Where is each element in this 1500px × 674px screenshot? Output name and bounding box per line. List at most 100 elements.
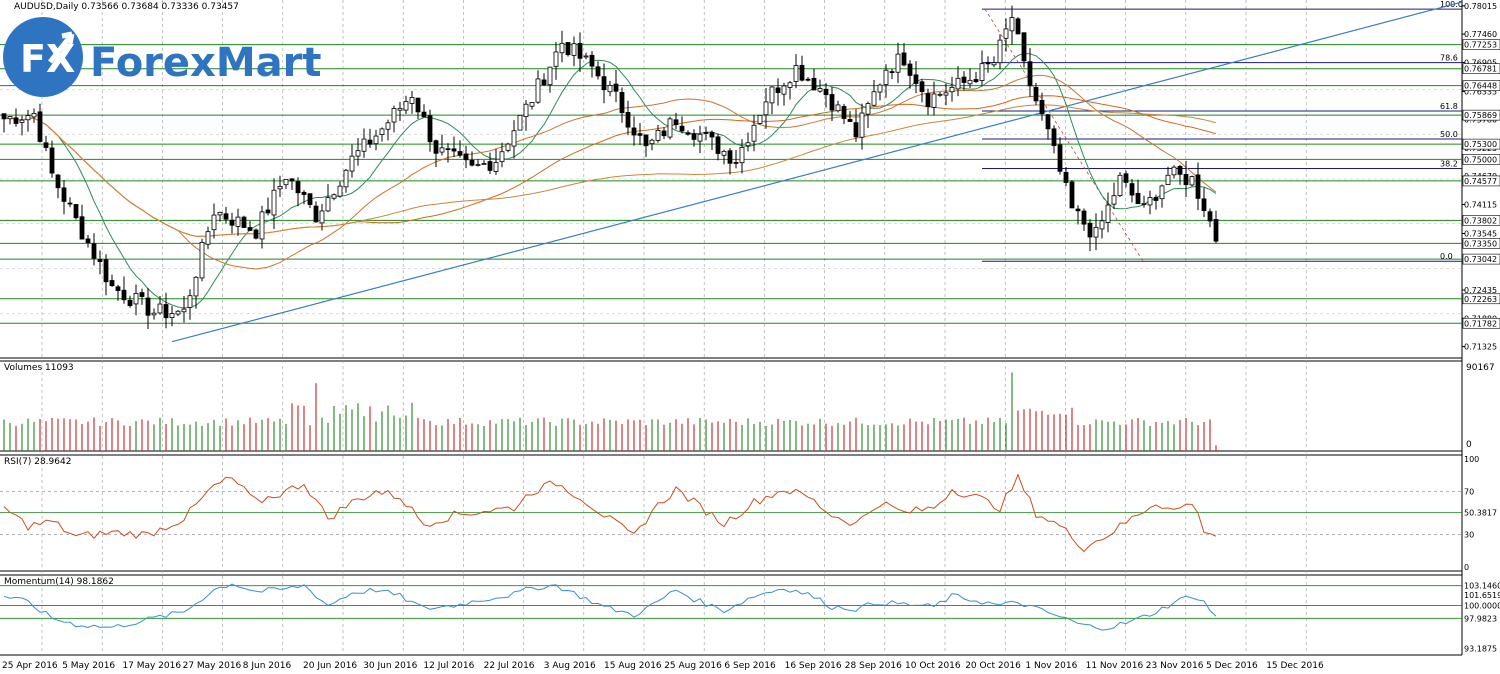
candle-body (1135, 192, 1141, 205)
price-tick-label: 0.73545 (1464, 229, 1497, 238)
candle-body (655, 129, 661, 141)
rsi-tick-label: 30 (1464, 531, 1474, 540)
candle-body (937, 93, 943, 96)
candle-body (865, 103, 871, 115)
candle-body (919, 81, 925, 92)
candle-body (841, 106, 847, 119)
candle-body (259, 211, 265, 240)
candle-body (385, 122, 391, 130)
candle-body (205, 231, 211, 245)
candle-body (145, 297, 151, 316)
candle-body (505, 143, 511, 151)
candle-body (895, 53, 901, 73)
x-tick-label: 1 Nov 2016 (1025, 661, 1077, 671)
level-label-box (1462, 154, 1500, 165)
moving-average-line (3, 74, 1217, 270)
candle-body (409, 96, 415, 104)
x-tick-label: 15 Dec 2016 (1266, 661, 1324, 671)
level-label-box (1462, 317, 1500, 329)
candle-body (31, 113, 37, 118)
candle-body (85, 238, 91, 243)
candle-body (337, 185, 343, 197)
candle-body (427, 115, 433, 143)
candle-body (157, 303, 163, 314)
momentum-tick-label: 97.9823 (1464, 614, 1497, 623)
candle-body (7, 116, 13, 120)
x-tick-label: 28 Sep 2016 (845, 661, 902, 671)
candle-body (595, 66, 601, 77)
candle-body (931, 93, 937, 108)
candle-body (853, 122, 859, 138)
candle-body (1183, 174, 1189, 186)
level-label-box (1462, 80, 1500, 91)
candle-body (673, 119, 679, 125)
candle-body (949, 86, 955, 93)
candle-body (775, 87, 781, 93)
candle-body (553, 51, 559, 67)
candle-body (349, 155, 355, 172)
candle-body (1177, 166, 1183, 175)
candle-body (523, 103, 529, 118)
candle-body (685, 132, 691, 135)
candle-body (997, 39, 1003, 64)
candle-body (985, 61, 991, 65)
candle-body (601, 76, 607, 91)
rsi-tick-label: 0 (1464, 563, 1469, 572)
fib-label: 38.2 (1440, 160, 1458, 169)
level-label-box (1462, 109, 1500, 121)
indicator-panels-layer (0, 372, 1462, 631)
x-tick-label: 25 Aug 2016 (664, 661, 722, 671)
candle-body (343, 169, 349, 188)
momentum-panel-label: Momentum(14) 98.1862 (4, 577, 114, 587)
candle-body (1063, 171, 1069, 183)
x-tick-label: 11 Nov 2016 (1086, 661, 1144, 671)
candle-body (967, 79, 973, 85)
candle-body (241, 216, 247, 228)
symbol-label: AUDUSD,Daily 0.73566 0.73684 0.73336 0.7… (14, 2, 239, 12)
level-label: 0.72263 (1464, 295, 1497, 304)
x-tick-label: 5 Dec 2016 (1206, 661, 1258, 671)
x-tick-label: 23 Nov 2016 (1146, 661, 1204, 671)
candle-body (223, 213, 229, 220)
candle-body (1075, 208, 1081, 212)
candle-body (1009, 17, 1015, 32)
x-tick-label: 3 Aug 2016 (544, 661, 596, 671)
momentum-tick-label: 100.0000 (1464, 602, 1500, 611)
candle-body (295, 181, 301, 194)
candle-body (181, 308, 187, 313)
candle-body (103, 259, 109, 283)
candle-body (367, 139, 373, 145)
price-tick-label: 0.76335 (1464, 87, 1497, 96)
candle-body (331, 194, 337, 199)
candle-body (805, 78, 811, 81)
momentum-tick-label: 103.1460 (1464, 582, 1500, 591)
candle-body (733, 162, 739, 164)
volume-panel-label: Volumes 11093 (4, 363, 74, 373)
text-layer: AUDUSD,Daily 0.73566 0.73684 0.73336 0.7… (4, 2, 1495, 587)
moving-averages-layer (3, 52, 1217, 309)
candle-body (661, 130, 667, 137)
candle-body (37, 111, 43, 142)
candle-body (13, 117, 19, 124)
x-tick-label: 22 Jul 2016 (484, 661, 535, 671)
candle-body (361, 138, 367, 152)
candle-body (943, 92, 949, 96)
candle-body (691, 133, 697, 140)
level-label: 0.77253 (1464, 41, 1497, 50)
price-tick-label: 0.77460 (1464, 30, 1497, 39)
level-label-box (1462, 39, 1500, 50)
candle-body (187, 295, 193, 308)
candle-body (73, 204, 79, 219)
candle-body (877, 84, 883, 93)
level-label: 0.75869 (1464, 111, 1497, 120)
candle-body (643, 134, 649, 147)
candle-body (25, 115, 31, 121)
x-tick-label: 8 Jun 2016 (243, 661, 292, 671)
candle-body (487, 161, 493, 171)
candle-body (127, 299, 133, 307)
candle-body (619, 92, 625, 114)
candle-body (325, 197, 331, 212)
candle-body (1189, 176, 1195, 186)
candle-body (175, 310, 181, 315)
